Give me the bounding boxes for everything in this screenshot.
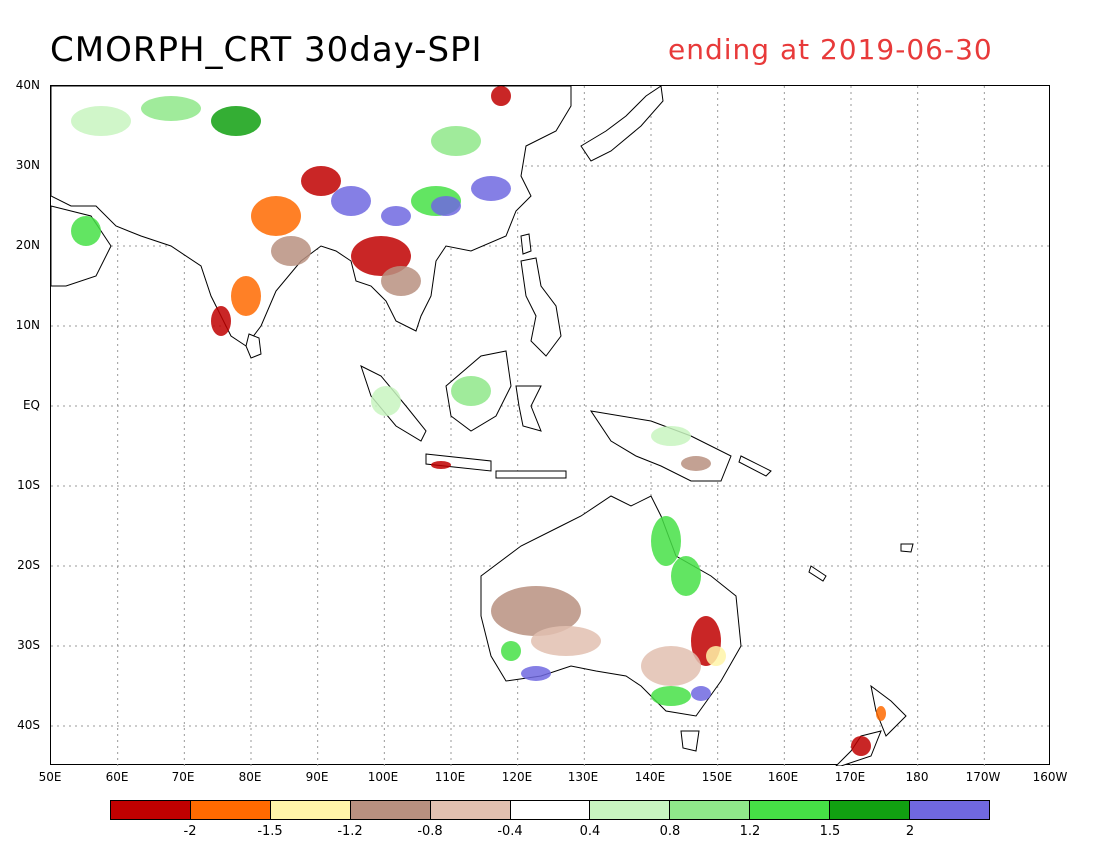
java	[425, 453, 492, 472]
lat-label-20s: 20S	[17, 558, 40, 572]
colorbar-swatch	[430, 801, 511, 819]
colorbar-label: -1.2	[337, 824, 363, 839]
spi-patch	[521, 666, 551, 681]
tasmania	[680, 730, 700, 752]
map-frame	[50, 85, 1051, 766]
colorbar-swatch	[830, 801, 911, 819]
colorbar-swatch	[350, 801, 431, 819]
sulawesi	[515, 385, 542, 432]
colorbar-label: -2	[183, 824, 197, 839]
spi-patch	[431, 126, 481, 156]
lat-label-eq: EQ	[22, 398, 40, 412]
map-subtitle-date: ending at 2019-06-30	[668, 33, 993, 66]
colorbar-label: -1.5	[257, 824, 283, 839]
lon-label-160w: 160W	[1032, 770, 1068, 784]
spi-patch	[641, 646, 701, 686]
spi-patch	[331, 186, 371, 216]
lon-label-70e: 70E	[171, 770, 195, 784]
map-canvas	[51, 86, 1051, 766]
spi-patch	[71, 216, 101, 246]
spi-patch	[651, 516, 681, 566]
colorbar-label: 2	[905, 824, 915, 839]
spi-patch	[671, 556, 701, 596]
new-zealand-north	[870, 684, 907, 737]
colorbar-swatch	[270, 801, 351, 819]
lon-label-110e: 110E	[434, 770, 466, 784]
spi-patch	[491, 86, 511, 106]
spi-patch	[451, 376, 491, 406]
colorbar	[110, 800, 990, 820]
spi-patch	[501, 641, 521, 661]
solomon-islands	[738, 455, 772, 477]
spi-patch	[431, 196, 461, 216]
map-title: CMORPH_CRT 30day-SPI	[50, 30, 483, 70]
spi-patch	[531, 626, 601, 656]
spi-patch	[231, 276, 261, 316]
lon-label-50e: 50E	[38, 770, 62, 784]
spi-patch	[691, 686, 711, 701]
sri-lanka	[245, 333, 262, 359]
spi-patch	[301, 166, 341, 196]
lon-label-80e: 80E	[238, 770, 262, 784]
spi-patch	[141, 96, 201, 121]
spi-patch	[211, 106, 261, 136]
spi-patch	[471, 176, 511, 201]
lon-label-180: 180	[905, 770, 929, 784]
lon-label-100e: 100E	[367, 770, 399, 784]
spi-patch	[681, 456, 711, 471]
spi-patch	[851, 736, 871, 756]
lon-label-120e: 120E	[501, 770, 533, 784]
spi-patch	[211, 306, 231, 336]
colorbar-label: 1.2	[739, 824, 761, 839]
spi-patch	[651, 426, 691, 446]
spi-patch	[431, 461, 451, 469]
philippines	[520, 257, 562, 357]
lon-label-160e: 160E	[767, 770, 799, 784]
lon-label-170w: 170W	[965, 770, 1001, 784]
fiji	[900, 543, 914, 553]
spi-patch	[381, 266, 421, 296]
japan	[580, 86, 664, 162]
lat-label-10s: 10S	[17, 478, 40, 492]
spi-patch	[71, 106, 131, 136]
lon-label-130e: 130E	[567, 770, 599, 784]
spi-patch	[706, 646, 726, 666]
colorbar-label: 0.4	[579, 824, 601, 839]
lon-label-170e: 170E	[834, 770, 866, 784]
new-caledonia	[808, 565, 827, 582]
spi-shading	[71, 86, 886, 756]
lat-label-30s: 30S	[17, 638, 40, 652]
spi-patch	[381, 206, 411, 226]
colorbar-swatch	[750, 801, 831, 819]
colorbar-label: -0.4	[497, 824, 523, 839]
spi-patch	[351, 236, 411, 276]
colorbar-label: 1.5	[819, 824, 841, 839]
lat-label-40s: 40S	[17, 718, 40, 732]
colorbar-swatch	[111, 801, 191, 819]
lon-label-140e: 140E	[634, 770, 666, 784]
lat-label-40n: 40N	[15, 78, 40, 92]
spi-patch	[271, 236, 311, 266]
colorbar-swatch	[190, 801, 271, 819]
taiwan	[520, 233, 532, 255]
lesser-sunda	[495, 470, 567, 479]
spi-patch	[876, 706, 886, 721]
colorbar-label: 0.8	[659, 824, 681, 839]
spi-patch	[371, 386, 401, 416]
colorbar-swatch	[910, 801, 989, 819]
colorbar-label: -0.8	[417, 824, 443, 839]
lat-label-30n: 30N	[15, 158, 40, 172]
lon-label-90e: 90E	[305, 770, 329, 784]
colorbar-swatch	[670, 801, 751, 819]
colorbar-swatch	[590, 801, 671, 819]
new-guinea	[589, 410, 732, 482]
lon-label-150e: 150E	[701, 770, 733, 784]
spi-patch	[491, 586, 581, 636]
lon-label-60e: 60E	[105, 770, 129, 784]
colorbar-swatch	[510, 801, 591, 819]
lat-label-20n: 20N	[15, 238, 40, 252]
spi-patch	[251, 196, 301, 236]
lat-label-10n: 10N	[15, 318, 40, 332]
spi-patch	[651, 686, 691, 706]
